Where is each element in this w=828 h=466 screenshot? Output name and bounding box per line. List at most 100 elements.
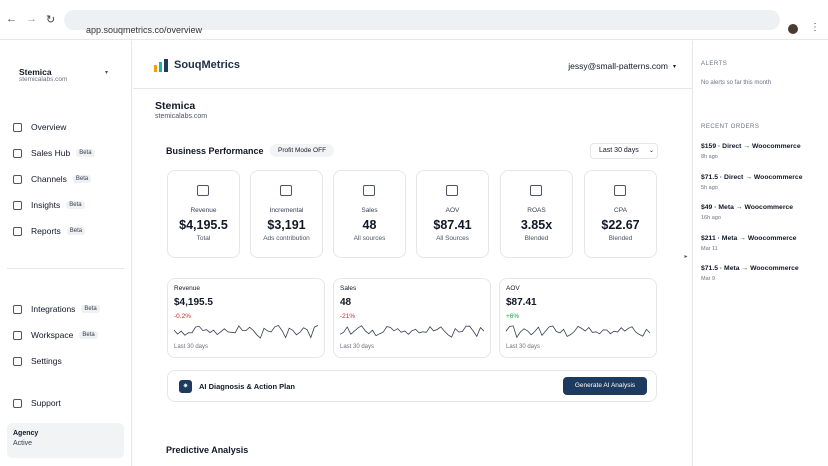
order-time: 5h ago: [701, 184, 718, 191]
kpi-icon: [614, 185, 626, 196]
ai-box: ✷ AI Diagnosis & Action Plan Generate AI…: [167, 370, 657, 402]
kpi-label: CPA: [614, 207, 627, 214]
trend-period: Last 30 days: [506, 344, 541, 350]
org-chevron[interactable]: ▾: [105, 70, 109, 76]
nav-label: Sales Hub: [31, 148, 71, 158]
trend-change: +6%: [506, 313, 520, 320]
orders-title: RECENT ORDERS: [701, 124, 760, 130]
org-name: Stemica: [19, 67, 52, 77]
kpi-label: Incremental: [269, 207, 304, 214]
order-time: Mar 11: [701, 245, 718, 252]
nav-label: Settings: [31, 356, 62, 366]
trend-card: Sales 48 -21% Last 30 days: [333, 278, 491, 358]
nav-label: Integrations: [31, 304, 76, 314]
beta-badge: Beta: [81, 305, 100, 313]
nav-label: Support: [31, 398, 61, 408]
brand: SouqMetrics: [174, 59, 241, 71]
order-time: 8h ago: [701, 154, 718, 160]
alerts-title: ALERTS: [701, 61, 728, 67]
forward[interactable]: →: [26, 13, 37, 25]
nav-item[interactable]: Channels Beta: [13, 174, 92, 184]
order-text[interactable]: $71.5 · Meta → Woocommerce: [701, 265, 799, 272]
trend-card: Revenue $4,195.5 -0.2% Last 30 days: [167, 278, 325, 358]
user[interactable]: jessy@small-patterns.com: [568, 61, 668, 71]
user-chevron[interactable]: ▾: [672, 64, 676, 70]
page-title: Stemica: [155, 100, 196, 112]
page-subtitle: stemicalabs.com: [155, 113, 208, 120]
kpi-label: Sales: [361, 207, 378, 214]
next-section: Predictive Analysis: [166, 445, 249, 455]
profit-badge[interactable]: Profit Mode OFF: [270, 144, 335, 157]
avatar[interactable]: [788, 24, 798, 34]
nav-item[interactable]: Integrations Beta: [13, 304, 100, 314]
org-domain: stemicalabs.com: [19, 76, 68, 83]
nav-item[interactable]: Overview: [13, 122, 66, 132]
kpi-card: Incremental $3,191 Ads contribution: [250, 170, 323, 258]
trend-period: Last 30 days: [340, 344, 375, 350]
kpi-card: AOV $87.41 All Sources: [416, 170, 489, 258]
sparkline: [174, 325, 319, 339]
range-select[interactable]: Last 30 days ⌄: [590, 143, 658, 159]
icon: [13, 398, 22, 408]
nav-label: Workspace: [31, 330, 74, 340]
trend-value: $4,195.5: [174, 297, 213, 308]
icon: [13, 200, 22, 210]
back[interactable]: ←: [6, 13, 17, 25]
order-text[interactable]: $159 · Direct → Woocommerce: [701, 143, 801, 150]
order-text[interactable]: $49 · Meta → Woocommerce: [701, 204, 794, 211]
header: SouqMetrics jessy@small-patterns.com ▾: [133, 41, 692, 89]
kpi-sub: Blended: [608, 235, 633, 242]
range: Last 30 days: [599, 147, 639, 154]
beta-badge: Beta: [76, 149, 95, 157]
nav-item[interactable]: Insights Beta: [13, 200, 85, 210]
beta-badge: Beta: [72, 175, 92, 183]
logo: [154, 59, 168, 72]
chevron: ⌄: [649, 148, 655, 154]
right-panel: ALERTS No alerts so far this month RECEN…: [692, 41, 828, 466]
kpi-label: Revenue: [190, 207, 217, 214]
menu[interactable]: ⋮: [810, 22, 820, 33]
nav-item[interactable]: Workspace Beta: [13, 330, 98, 340]
nav-item[interactable]: Sales Hub Beta: [13, 148, 95, 158]
beta-badge: Beta: [66, 201, 85, 209]
kpi-value: 48: [362, 218, 377, 232]
sparkline-path: [506, 325, 651, 339]
url[interactable]: app.souqmetrics.co/overview: [86, 25, 203, 35]
icon: [13, 148, 22, 158]
beta-badge: Beta: [79, 331, 98, 339]
kpi-icon: [530, 185, 542, 196]
url-field[interactable]: [64, 10, 780, 30]
ai-button[interactable]: Generate AI Analysis: [563, 377, 647, 395]
icon: [13, 174, 22, 184]
nav-item[interactable]: Support: [13, 398, 61, 408]
icon: [13, 304, 22, 314]
sidebar: Stemica stemicalabs.com ▾ Overview Sales …: [0, 41, 132, 466]
nav-label: Overview: [31, 122, 67, 132]
section-title: Business Performance: [166, 146, 264, 156]
trend-change: -21%: [340, 313, 356, 320]
kpi-label: ROAS: [527, 207, 546, 214]
nav-item[interactable]: Reports Beta: [13, 226, 86, 236]
alerts-empty: No alerts so far this month: [701, 80, 772, 86]
kpi-card: Revenue $4,195.5 Total: [167, 170, 240, 258]
icon: [13, 226, 22, 236]
kpi-label: AOV: [445, 207, 460, 214]
order-text[interactable]: $71.5 · Direct → Woocommerce: [701, 173, 803, 181]
plan-box: Agency Active: [7, 423, 124, 458]
icon: [13, 122, 22, 132]
order-time: Mar 9: [701, 276, 716, 282]
order-text[interactable]: $211 · Meta → Woocommerce: [701, 234, 797, 242]
trend-value: $87.41: [506, 297, 537, 308]
sparkline: [340, 325, 485, 338]
kpi-value: $4,195.5: [179, 218, 228, 232]
nav-item[interactable]: Settings: [13, 356, 62, 366]
collapse-tab[interactable]: ▸: [684, 254, 688, 260]
icon: [13, 330, 22, 340]
kpi-card: ROAS 3.85x Blended: [500, 170, 573, 258]
kpi-value: $3,191: [267, 218, 306, 232]
trend-label: Sales: [340, 285, 357, 292]
reload[interactable]: ↻: [46, 14, 56, 26]
kpi-value: $87.41: [433, 218, 472, 232]
kpi-icon: [363, 185, 375, 196]
